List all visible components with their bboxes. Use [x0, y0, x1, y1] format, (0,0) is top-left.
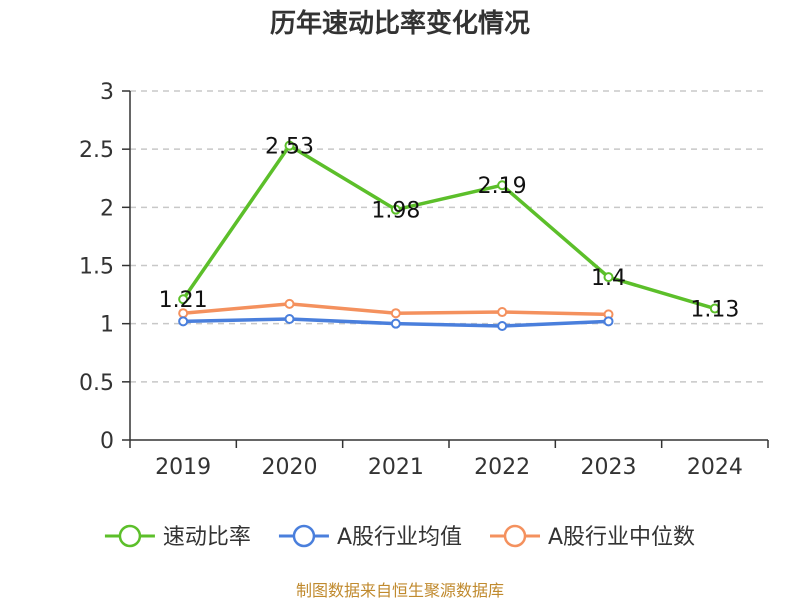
- data-labels: 1.21 2.53 1.98 2.19 1.4 1.13: [159, 135, 740, 323]
- data-point: [603, 316, 614, 327]
- y-tick-label: 0.5: [79, 371, 114, 396]
- data-point: [390, 204, 401, 215]
- y-tick-label: 0: [100, 429, 114, 454]
- data-point: [284, 298, 295, 309]
- series-line-0: [181, 143, 716, 311]
- data-label: 2.19: [478, 174, 527, 199]
- legend-swatch-marker: [503, 524, 527, 548]
- series-layer: [178, 140, 720, 331]
- data-point: [497, 180, 508, 191]
- data-point: [497, 307, 508, 318]
- data-point: [709, 303, 720, 314]
- legend-swatch-marker: [292, 524, 316, 548]
- x-tick-label: 2024: [687, 455, 743, 480]
- data-point: [284, 314, 295, 325]
- y-tick-label: 1: [100, 313, 114, 338]
- x-tick-label: 2022: [474, 455, 530, 480]
- data-point: [178, 294, 189, 305]
- source-note: 制图数据来自恒生聚源数据库: [296, 581, 504, 600]
- data-point: [497, 320, 508, 331]
- legend-item[interactable]: 速动比率: [104, 524, 251, 550]
- x-tick-label: 2023: [581, 455, 637, 480]
- legend-swatch-marker: [118, 524, 142, 548]
- legend-item[interactable]: A股行业均值: [278, 524, 462, 550]
- data-label: 1.4: [591, 266, 626, 291]
- chart-title: 历年速动比率变化情况: [270, 8, 530, 39]
- legend-label: A股行业均值: [337, 525, 462, 550]
- x-tick-label: 2021: [368, 455, 424, 480]
- y-tick-label: 3: [100, 80, 114, 105]
- legend-label: A股行业中位数: [548, 525, 695, 550]
- y-tick-label: 2.5: [79, 138, 114, 163]
- data-label: 2.53: [265, 135, 314, 160]
- data-label: 1.98: [371, 199, 420, 224]
- x-tick-label: 2019: [155, 455, 211, 480]
- data-label: 1.21: [159, 288, 208, 313]
- data-point: [284, 140, 295, 151]
- legend[interactable]: 速动比率 A股行业均值 A股行业中位数: [104, 524, 695, 550]
- data-point: [390, 318, 401, 329]
- data-point: [603, 272, 614, 283]
- y-tick-label: 1.5: [79, 255, 114, 280]
- data-label: 1.13: [690, 298, 739, 323]
- data-point: [178, 316, 189, 327]
- data-point: [390, 308, 401, 319]
- legend-item[interactable]: A股行业中位数: [490, 524, 695, 550]
- legend-label: 速动比率: [163, 525, 251, 550]
- x-tick-label: 2020: [262, 455, 318, 480]
- y-tick-label: 2: [100, 196, 114, 221]
